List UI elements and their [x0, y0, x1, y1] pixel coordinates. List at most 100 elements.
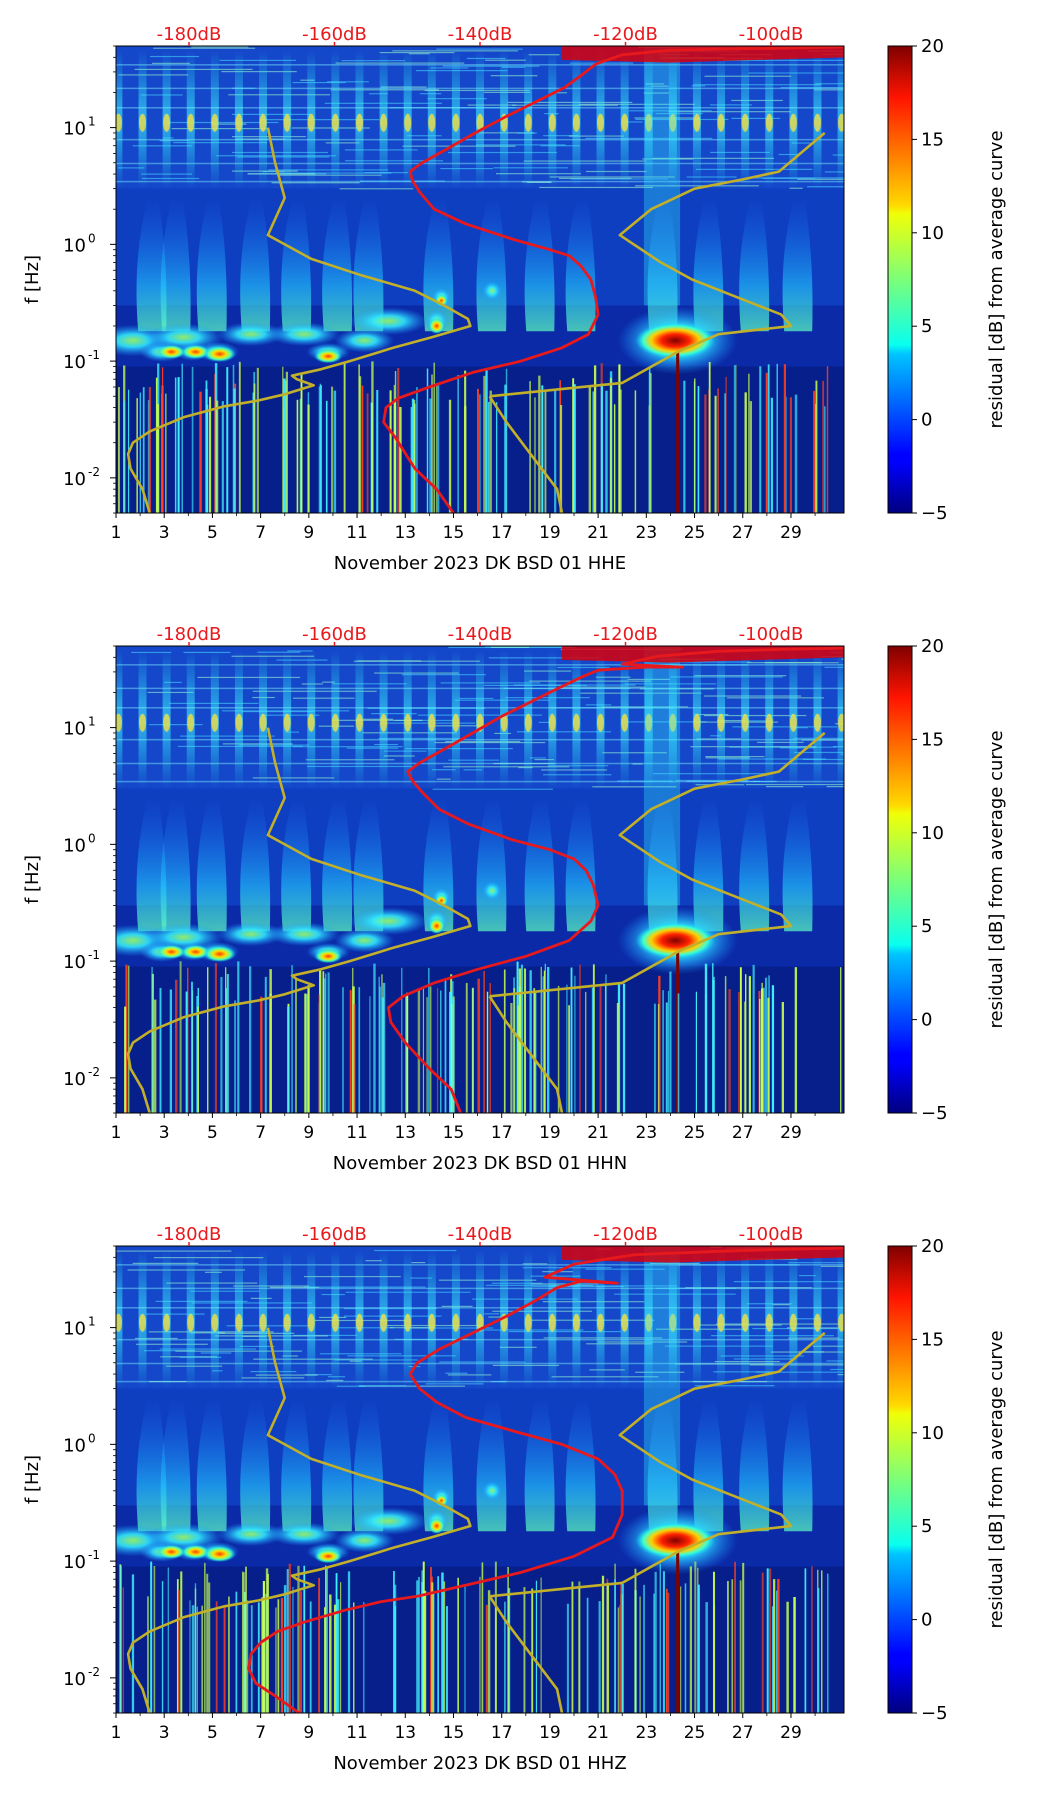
storm-plume — [160, 797, 191, 932]
daily-hotspot — [452, 113, 460, 132]
harmonic-line — [116, 180, 844, 183]
x-tick-label: 29 — [780, 1123, 802, 1143]
microseism-blob — [482, 880, 503, 901]
daily-hotspot — [813, 1313, 821, 1332]
top-db-label: -120dB — [593, 1224, 658, 1245]
colorbar-tick-label: 0 — [921, 1010, 932, 1031]
storm-plume — [240, 1397, 271, 1532]
speckle — [216, 155, 336, 157]
daily-hotspot — [404, 1313, 412, 1332]
speckle — [694, 713, 729, 716]
speckle — [655, 112, 703, 115]
y-axis-label: f [Hz] — [22, 1455, 43, 1504]
daily-hotspot — [524, 113, 532, 132]
daily-hotspot — [139, 713, 147, 732]
microseism-blob — [216, 1522, 285, 1547]
warm-hotspot — [157, 944, 186, 959]
average-curve — [382, 46, 844, 513]
speckle — [794, 751, 844, 754]
storm-column — [643, 1246, 681, 1506]
warm-hotspot — [314, 949, 343, 964]
storm-plume — [322, 1397, 353, 1532]
daily-hotspot — [116, 713, 122, 732]
daily-hotspot — [548, 1313, 556, 1332]
storm-plume — [782, 197, 813, 332]
speckle — [716, 1323, 841, 1325]
storm-column — [643, 646, 681, 906]
x-tick-label: 7 — [255, 523, 266, 543]
colorbar-tick-label: 0 — [921, 1610, 932, 1631]
daily-hotspot — [307, 713, 315, 732]
daily-hotspot — [163, 1313, 171, 1332]
speckle — [173, 142, 268, 144]
top-db-label: -140dB — [448, 1224, 513, 1245]
microseism-blob — [143, 923, 224, 952]
speckle — [222, 743, 293, 745]
storm-plume — [353, 1397, 384, 1532]
speckle — [406, 135, 442, 137]
speckle — [815, 83, 844, 85]
colorbar-label: residual [dB] from average curve — [986, 730, 1007, 1028]
daily-hotspot — [452, 1313, 460, 1332]
daily-hotspot — [235, 1313, 243, 1332]
daily-hotspot — [259, 113, 267, 132]
colorbar-label: residual [dB] from average curve — [986, 1330, 1007, 1628]
daily-hotspot — [621, 113, 629, 132]
speckle — [826, 1360, 844, 1362]
x-tick-label: 5 — [207, 1723, 218, 1743]
x-tick-label: 23 — [636, 523, 658, 543]
speckle — [448, 759, 500, 761]
daily-hotspot — [741, 713, 749, 732]
speckle — [183, 651, 231, 654]
speckle — [592, 786, 677, 788]
daily-hotspot — [259, 713, 267, 732]
speckle — [442, 65, 540, 67]
speckle — [586, 1343, 653, 1345]
daily-hotspot — [838, 1313, 844, 1332]
speckle — [239, 1345, 275, 1347]
speckle — [766, 786, 804, 788]
speckle — [379, 51, 455, 54]
speckle — [705, 755, 765, 758]
speckle — [495, 173, 581, 175]
storm-plume — [782, 797, 813, 932]
speckle — [602, 752, 667, 754]
x-axis-label: November 2023 DK BSD 01 HHZ — [333, 1753, 626, 1774]
speckle — [791, 142, 811, 144]
harmonic-line — [116, 107, 844, 109]
x-tick-label: 25 — [684, 523, 706, 543]
speckle — [140, 94, 183, 96]
speckle — [733, 1358, 797, 1360]
speckle — [440, 167, 494, 170]
daily-hotspot — [404, 713, 412, 732]
speckle — [710, 735, 722, 737]
speckle — [748, 720, 771, 722]
harmonic-line — [116, 687, 844, 690]
daily-hotspot — [331, 713, 339, 732]
speckle — [190, 1290, 260, 1292]
speckle — [241, 1377, 305, 1379]
warm-hotspot — [428, 1517, 445, 1534]
x-tick-label: 21 — [587, 1123, 609, 1143]
speckle — [303, 1286, 426, 1288]
speckle — [432, 769, 456, 771]
storm-column — [643, 46, 681, 306]
speckle — [286, 731, 300, 733]
speckle — [117, 167, 145, 169]
x-axis-label: November 2023 DK BSD 01 HHN — [333, 1153, 627, 1174]
storm-plume — [281, 797, 312, 932]
speckle — [551, 1376, 659, 1378]
daily-hotspot — [645, 713, 653, 732]
speckle — [832, 746, 844, 748]
speckle — [374, 672, 459, 674]
speckle — [228, 94, 331, 96]
daily-hotspot — [235, 113, 243, 132]
x-tick-label: 3 — [159, 523, 170, 543]
x-tick-label: 1 — [111, 1123, 122, 1143]
speckle — [651, 85, 669, 87]
speckle — [668, 111, 791, 113]
daily-hotspot — [693, 1313, 701, 1332]
daily-hotspot — [428, 113, 436, 132]
top-db-label: -140dB — [448, 624, 513, 645]
